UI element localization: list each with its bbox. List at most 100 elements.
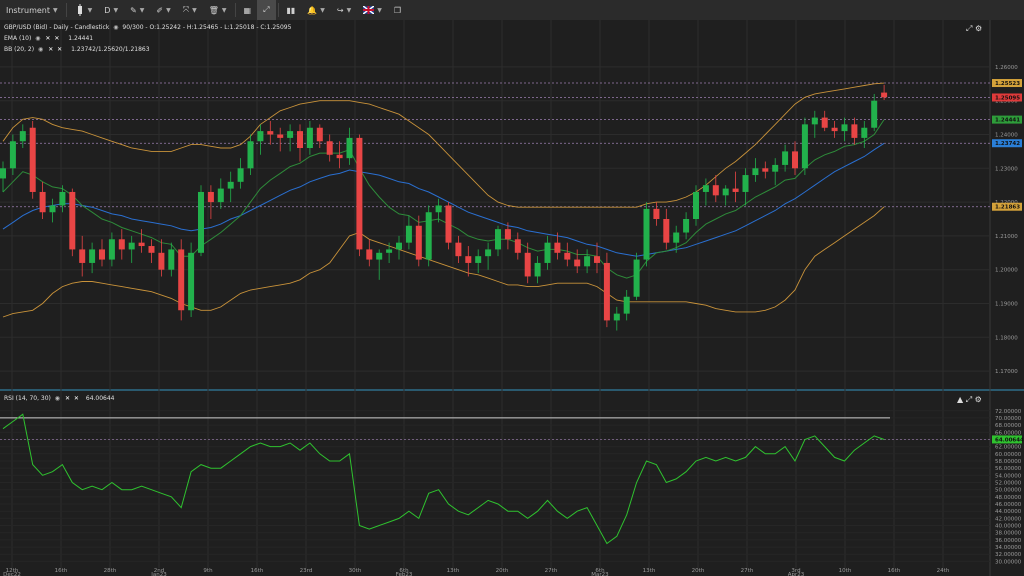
move-up-icon[interactable]: ▲	[957, 395, 964, 404]
crosshair-button[interactable]: ⤧ ▼	[177, 0, 203, 20]
candle-body	[603, 262, 610, 321]
candle-body	[376, 252, 383, 260]
indicators-button[interactable]: ▮▮	[281, 0, 302, 20]
y-tick-label: 1.21000	[995, 234, 1018, 240]
candle-body	[643, 208, 650, 260]
candle-body	[148, 246, 155, 253]
eye-icon[interactable]: ◉	[113, 24, 119, 31]
candle-body	[683, 219, 690, 233]
settings-icon[interactable]: ✕	[73, 395, 79, 402]
rsi-line	[2, 413, 885, 545]
candle-body	[881, 92, 888, 98]
ruler-button[interactable]: ✐ ▼	[150, 0, 176, 20]
x-tick-label: 16th	[55, 568, 68, 574]
y-tick-label: 1.19000	[995, 302, 1018, 308]
drawing-tools-button[interactable]: ✎ ▼	[124, 0, 150, 20]
candle-body	[19, 131, 26, 142]
candle-body	[792, 151, 798, 169]
rsi-y-tick-label: 48.00000	[995, 495, 1022, 501]
pencil-icon: ✎	[130, 5, 137, 15]
rsi-y-tick-label: 68.00000	[995, 423, 1022, 429]
eye-icon[interactable]: ◉	[54, 395, 61, 402]
x-tick-sublabel: Mar23	[591, 572, 609, 576]
trash-icon: 🗑	[208, 5, 219, 15]
candle-body	[207, 191, 214, 203]
maximize-icon[interactable]: ⤢	[965, 395, 973, 404]
candle-body	[386, 249, 393, 253]
language-button[interactable]: ▼	[357, 0, 388, 20]
candle-body	[623, 296, 630, 314]
candle-body	[89, 249, 96, 263]
x-tick-label: 3rd	[791, 568, 800, 574]
candle-body	[554, 242, 561, 253]
candle-body	[594, 256, 600, 263]
eye-icon[interactable]: ◉	[38, 46, 44, 53]
y-tick-label: 1.26000	[995, 65, 1018, 71]
candle-body	[79, 249, 86, 263]
candle-body	[297, 131, 303, 149]
price-tag-label: 1.21863	[995, 205, 1020, 211]
instrument-menu[interactable]: Instrument ▼	[0, 0, 64, 20]
bb-value: 1.23742/1.25620/1.21863	[71, 46, 150, 53]
rsi-pane-controls: ▲ ⤢ ⚙	[957, 395, 982, 405]
candle-body	[653, 208, 660, 219]
bell-icon: 🔔	[307, 5, 318, 15]
candle-body	[257, 131, 264, 142]
candle-body	[564, 252, 571, 260]
y-tick-label: 1.24000	[995, 133, 1018, 139]
candle-body	[722, 188, 729, 196]
gear-icon[interactable]: ⚙	[974, 24, 983, 33]
ema-legend: EMA (10) ◉ ✕ ✕ 1.24441	[4, 35, 93, 42]
settings-icon[interactable]: ✕	[57, 46, 63, 53]
candle-body	[415, 225, 422, 260]
x-tick-sublabel: Dec22	[3, 572, 21, 576]
rsi-y-tick-label: 32.00000	[995, 552, 1022, 558]
alerts-button[interactable]: 🔔 ▼	[301, 0, 331, 20]
candle-body	[673, 232, 680, 243]
candle-body	[821, 117, 828, 128]
ema-value: 1.24441	[68, 35, 94, 42]
popout-button[interactable]: ❐	[388, 0, 407, 20]
chevron-down-icon: ▼	[113, 6, 119, 14]
rsi-y-tick-label: 46.00000	[995, 502, 1022, 508]
candle-body	[227, 181, 234, 189]
candle-body	[198, 191, 204, 253]
candle-body	[277, 134, 284, 138]
gear-icon[interactable]: ⚙	[974, 395, 982, 404]
delete-drawings-button[interactable]: 🗑 ▼	[203, 0, 233, 20]
bar-chart-icon: ▮▮	[286, 5, 296, 15]
chart-area[interactable]: 12th Dec22 16th 28th 2nd Jan23 9th 16th 23rd 30th…	[0, 20, 1024, 576]
rsi-y-tick-label: 44.00000	[995, 509, 1022, 515]
fullscreen-button[interactable]: ⤢	[257, 0, 276, 20]
chevron-down-icon: ▼	[221, 6, 227, 14]
candle-body	[544, 242, 551, 263]
candlestick-icon	[77, 4, 82, 16]
uk-flag-icon	[363, 6, 375, 14]
layout-button[interactable]: ▦	[238, 0, 258, 20]
rsi-y-tick-label: 40.00000	[995, 524, 1022, 530]
close-icon[interactable]: ✕	[45, 35, 51, 42]
rsi-y-tick-label: 66.00000	[995, 430, 1022, 436]
candle-body	[326, 141, 333, 155]
candle-type-button[interactable]: ▼	[69, 0, 99, 20]
bb-label: BB (20, 2)	[4, 46, 35, 53]
eye-icon[interactable]: ◉	[35, 35, 41, 42]
candle-body	[287, 131, 294, 138]
maximize-icon[interactable]: ⤢	[966, 24, 973, 33]
rsi-value-tag-label: 64.00644	[995, 437, 1024, 443]
settings-icon[interactable]: ✕	[54, 35, 60, 42]
x-tick-label: 12th	[6, 568, 19, 574]
share-button[interactable]: ↪ ▼	[331, 0, 357, 20]
x-tick-label: 2nd	[154, 568, 164, 574]
close-icon[interactable]: ✕	[64, 395, 70, 402]
timeframe-menu[interactable]: D ▼	[98, 0, 124, 20]
close-icon[interactable]: ✕	[48, 46, 54, 53]
instrument-label: Instrument	[6, 5, 51, 15]
rsi-y-tick-label: 54.00000	[995, 473, 1022, 479]
x-tick-label: 23rd	[300, 568, 313, 574]
ruler-icon: ✐	[156, 5, 164, 15]
chevron-down-icon: ▼	[320, 6, 325, 14]
candle-body	[445, 205, 452, 243]
rsi-legend: RSI (14, 70, 30) ◉ ✕ ✕ 64.00644	[4, 395, 115, 402]
